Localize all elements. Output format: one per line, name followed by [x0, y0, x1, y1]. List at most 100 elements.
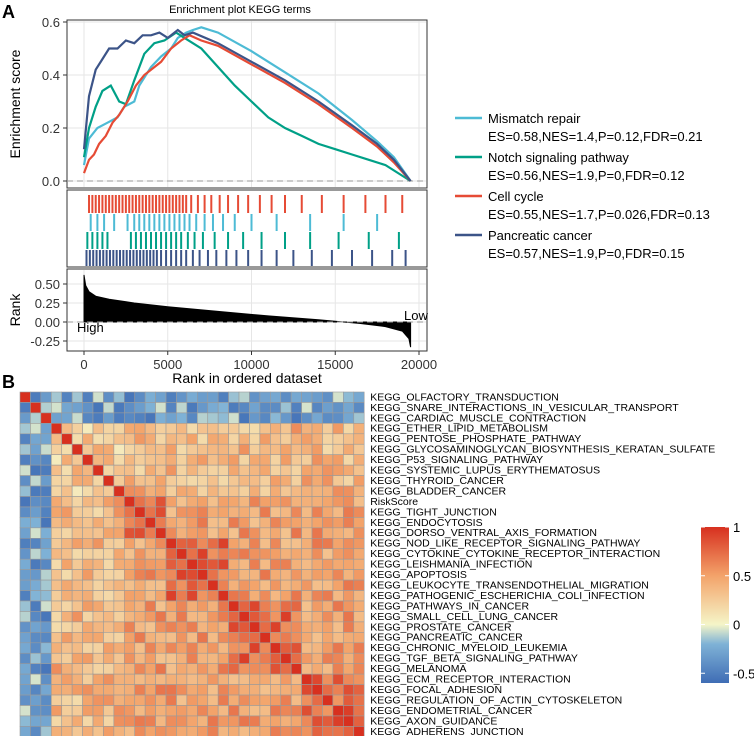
heatmap-cell — [165, 391, 177, 403]
heatmap-cell — [322, 642, 334, 654]
heatmap-cell — [353, 412, 365, 424]
heatmap-cell — [270, 433, 282, 445]
heatmap-cell — [155, 590, 167, 602]
heatmap-cell — [124, 684, 136, 696]
legend-series-name: Notch signaling pathway — [488, 150, 629, 165]
heatmap-cell — [176, 726, 188, 736]
heatmap-cell — [71, 485, 83, 497]
heatmap-cell — [92, 705, 104, 717]
high-label: High — [77, 320, 104, 335]
heatmap-cell — [113, 558, 125, 570]
heatmap-cell — [124, 579, 136, 591]
heatmap-cell — [113, 506, 125, 518]
heatmap-cell — [113, 621, 125, 633]
heatmap-cell — [155, 506, 167, 518]
heatmap-cell — [249, 548, 261, 560]
heatmap-cell — [124, 715, 136, 727]
heatmap-cell — [322, 590, 334, 602]
heatmap-cell — [19, 433, 31, 445]
heatmap-cell — [238, 496, 250, 508]
heatmap-cell — [40, 569, 52, 581]
heatmap-cell — [228, 402, 240, 414]
heatmap-cell — [30, 684, 42, 696]
heatmap-cell — [134, 642, 146, 654]
heatmap-cell — [186, 443, 198, 455]
heatmap-cell — [280, 673, 292, 685]
heatmap-cell — [259, 632, 271, 644]
heatmap-cell — [270, 726, 282, 736]
heatmap-cell — [113, 402, 125, 414]
heatmap-cell — [134, 517, 146, 529]
heatmap-cell — [332, 527, 344, 539]
heatmap-cell — [311, 423, 323, 435]
heatmap-cell — [353, 642, 365, 654]
heatmap-cell — [186, 506, 198, 518]
heatmap-cell — [103, 673, 115, 685]
heatmap-cell — [249, 402, 261, 414]
heatmap-cell — [134, 537, 146, 550]
heatmap-cell — [19, 663, 31, 675]
heatmap-cell — [259, 537, 271, 550]
heatmap-cell — [82, 569, 94, 581]
heatmap-cell — [124, 517, 136, 529]
heatmap-cell — [124, 726, 136, 736]
heatmap-cell — [144, 506, 156, 518]
heatmap-cell — [270, 663, 282, 675]
heatmap-cell — [270, 673, 282, 685]
heatmap-cell — [165, 443, 177, 455]
heatmap-cell — [311, 569, 323, 581]
heatmap-cell — [176, 391, 188, 403]
heatmap-cell — [30, 621, 42, 633]
heatmap-cell — [176, 632, 188, 644]
heatmap-cell — [217, 558, 229, 570]
heatmap-cell — [197, 423, 209, 435]
colorbar-tick-label: -0.5 — [733, 666, 754, 681]
heatmap-cell — [165, 548, 177, 560]
heatmap-cell — [280, 433, 292, 445]
heatmap-cell — [332, 632, 344, 644]
heatmap-cell — [71, 423, 83, 435]
heatmap-cell — [343, 579, 355, 591]
heatmap-cell — [50, 506, 63, 518]
heatmap-cell — [40, 663, 52, 675]
heatmap-cell — [134, 694, 146, 706]
heatmap-cell — [207, 506, 219, 518]
heatmap-cell — [176, 694, 188, 706]
barcode-panel — [66, 189, 428, 268]
heatmap-cell — [249, 705, 261, 717]
heatmap-cell — [176, 705, 188, 717]
heatmap-cell — [343, 464, 355, 476]
heatmap-row-label: KEGG_ECM_RECEPTOR_INTERACTION — [370, 674, 571, 686]
heatmap-cells — [19, 391, 365, 736]
heatmap-cell — [197, 611, 209, 623]
heatmap-cell — [40, 579, 52, 591]
heatmap-cell — [280, 527, 292, 539]
heatmap-cell — [103, 496, 115, 508]
heatmap-cell — [343, 569, 355, 581]
heatmap-cell — [270, 600, 282, 612]
heatmap-cell — [197, 705, 209, 717]
heatmap-cell — [343, 537, 355, 550]
heatmap-cell — [82, 652, 94, 664]
heatmap-row-label: KEGG_ENDOCYTOSIS — [370, 517, 482, 529]
heatmap-cell — [259, 726, 271, 736]
heatmap-cell — [71, 412, 83, 424]
heatmap-cell — [165, 423, 177, 435]
heatmap-cell — [259, 673, 271, 685]
heatmap-cell — [61, 496, 73, 508]
heatmap-cell — [197, 558, 209, 570]
heatmap-cell — [92, 475, 104, 487]
heatmap-cell — [197, 590, 209, 602]
heatmap-cell — [186, 715, 198, 727]
heatmap-cell — [40, 548, 52, 560]
heatmap-cell — [280, 663, 292, 675]
heatmap-cell — [217, 496, 229, 508]
heatmap-cell — [343, 632, 355, 644]
heatmap-cell — [82, 496, 94, 508]
heatmap-cell — [176, 485, 188, 497]
heatmap-cell — [186, 464, 198, 476]
heatmap-cell — [301, 694, 313, 706]
heatmap-cell — [155, 443, 167, 455]
heatmap-cell — [280, 464, 292, 476]
heatmap-cell — [217, 705, 229, 717]
